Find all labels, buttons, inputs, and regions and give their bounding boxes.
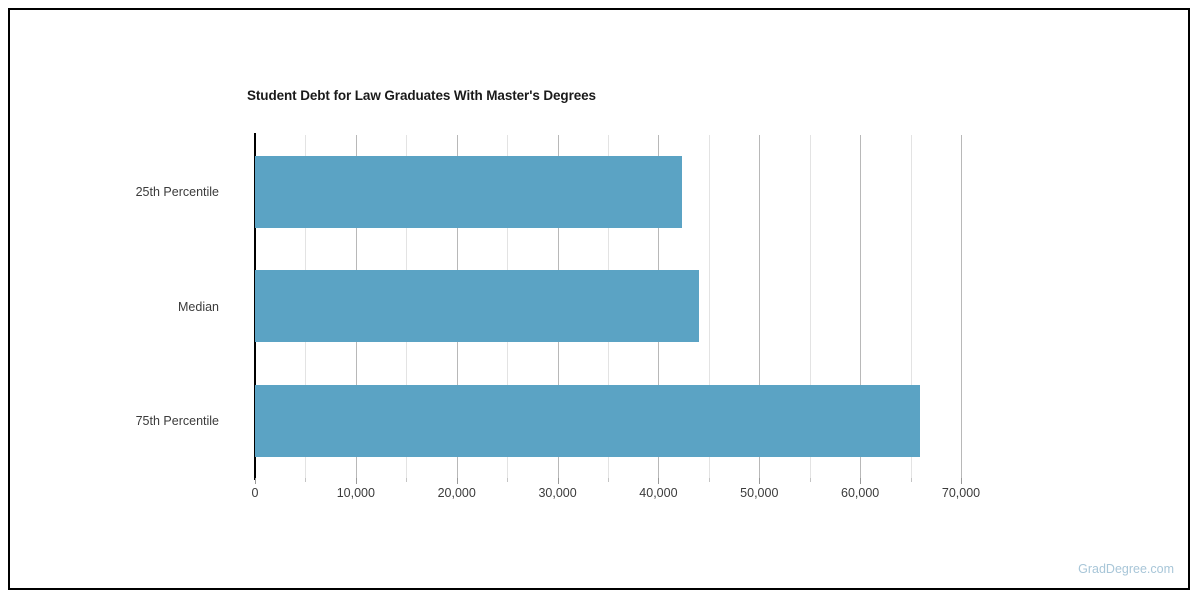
x-tick-label: 30,000 [538,486,577,500]
x-tick-mark [961,478,962,484]
plot-area: 0 10,000 20,000 30,000 40,000 50,000 60,000 70,… [252,135,980,499]
x-tick-label: 70,000 [941,486,981,500]
x-tick-mark-minor [708,478,710,482]
x-tick-label: 10,000 [336,486,375,500]
x-tick-mark [355,478,357,484]
gridline-minor [809,135,811,478]
x-tick-mark-minor [809,478,811,482]
bar-row [255,249,961,363]
y-tick-label: 25th Percentile [135,185,219,200]
y-tick-label: 75th Percentile [135,413,219,428]
gridline-major [759,135,761,478]
x-tick-mark [255,478,256,484]
y-tick-label: Median [178,299,219,314]
x-tick-mark [658,478,660,484]
x-tick-mark [759,478,761,484]
gridline-major [961,135,962,478]
x-tick-mark [456,478,458,484]
chart-title: Student Debt for Law Graduates With Mast… [247,88,596,103]
watermark: GradDegree.com [1078,562,1174,576]
x-tick-mark-minor [608,478,609,482]
x-tick-label: 40,000 [639,486,678,500]
chart-figure: Student Debt for Law Graduates With Mast… [8,8,1190,590]
bar[interactable] [255,384,920,457]
x-tick-mark-minor [406,478,408,482]
x-tick-label: 50,000 [740,486,779,500]
gridline-major [860,135,862,478]
x-tick-mark-minor [507,478,509,482]
gridline-minor [910,135,912,478]
gridline-minor [708,135,710,478]
x-tick-mark-minor [305,478,307,482]
bar-row [255,364,961,478]
bar[interactable] [255,270,699,343]
x-tick-mark [557,478,559,484]
bar[interactable] [255,156,682,228]
x-tick-mark-minor [910,478,912,482]
x-tick-mark [860,478,862,484]
x-tick-label: 60,000 [841,486,880,500]
x-tick-label: 0 [251,486,259,500]
bar-row [255,135,961,249]
x-tick-label: 20,000 [437,486,476,500]
y-axis-spine [254,133,256,480]
